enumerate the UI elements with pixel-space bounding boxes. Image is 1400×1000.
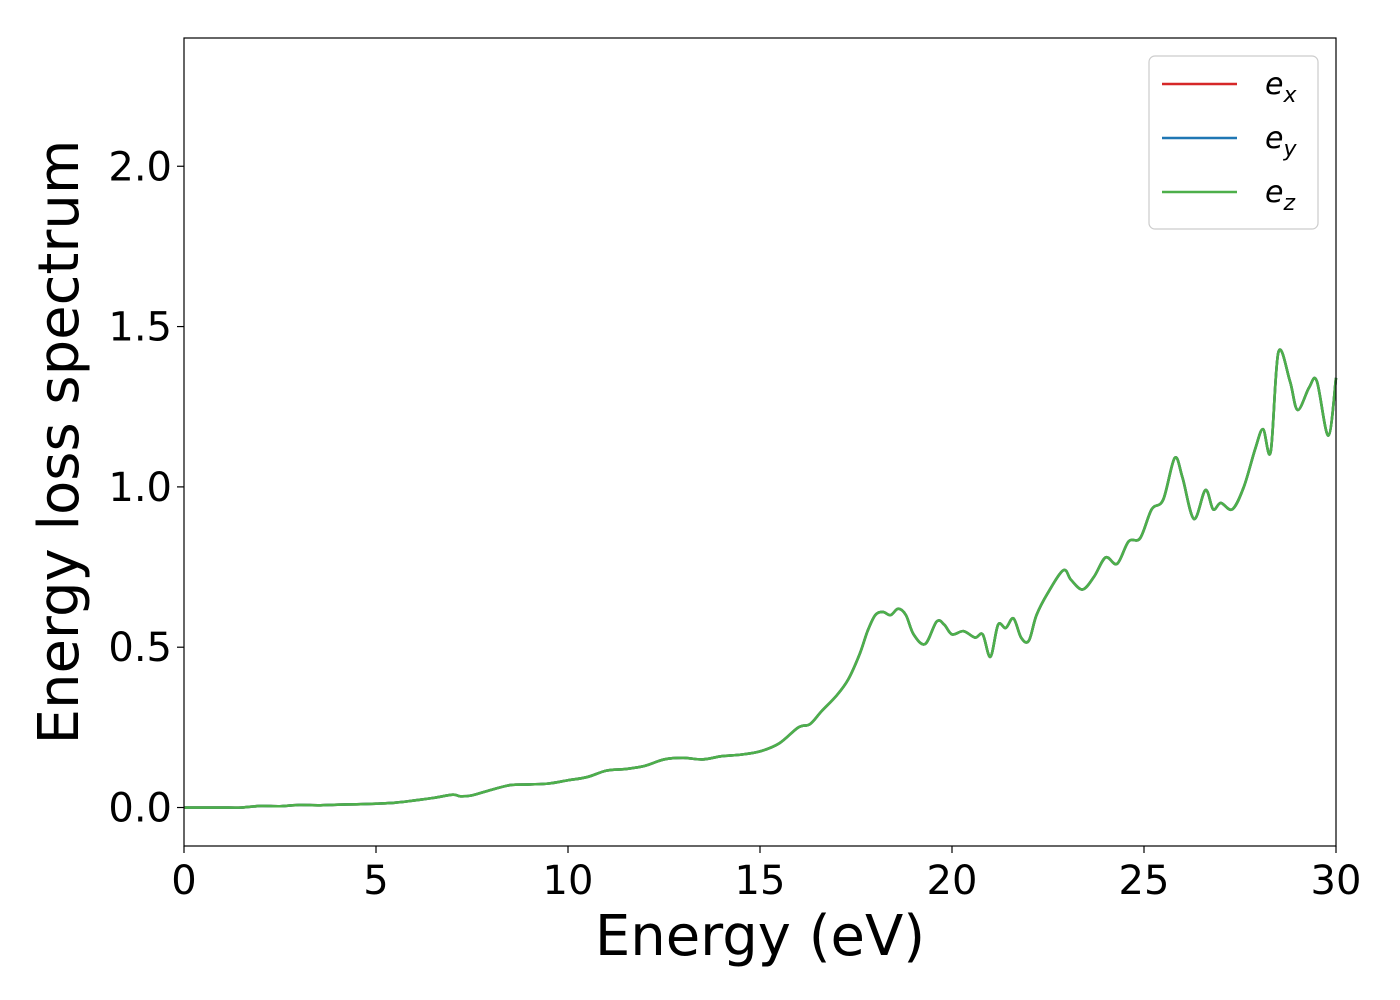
series-line-e_z xyxy=(183,348,1338,809)
x-tick-label: 20 xyxy=(927,858,978,904)
legend-box xyxy=(1148,55,1319,230)
x-tick-label: 10 xyxy=(543,858,594,904)
legend-label-ex: ex xyxy=(1265,67,1297,108)
series-line-e_x xyxy=(183,348,1338,809)
series-line-e_y xyxy=(183,348,1338,809)
y-tick-label: 1.0 xyxy=(108,465,172,511)
legend: ex ey ez xyxy=(1148,55,1319,230)
y-tick-label: 0.0 xyxy=(108,786,172,832)
x-tick-label: 5 xyxy=(363,858,388,904)
legend-label-ey: ey xyxy=(1265,121,1297,162)
x-tick-label: 15 xyxy=(735,858,786,904)
y-tick-label: 2.0 xyxy=(108,144,172,190)
ticks-layer: 0 5 10 15 20 25 30 0.0 0.5 1.0 1.5 2.0 xyxy=(108,144,1361,904)
x-tick-label: 25 xyxy=(1119,858,1170,904)
y-axis-label: Energy loss spectrum xyxy=(27,140,92,745)
y-tick-label: 1.5 xyxy=(108,305,172,351)
series-layer xyxy=(183,348,1338,809)
x-axis-label: Energy (eV) xyxy=(595,904,925,969)
y-tick-label: 0.5 xyxy=(108,625,172,671)
x-tick-label: 0 xyxy=(171,858,196,904)
x-tick-label: 30 xyxy=(1311,858,1362,904)
legend-label-ez: ez xyxy=(1265,175,1295,216)
